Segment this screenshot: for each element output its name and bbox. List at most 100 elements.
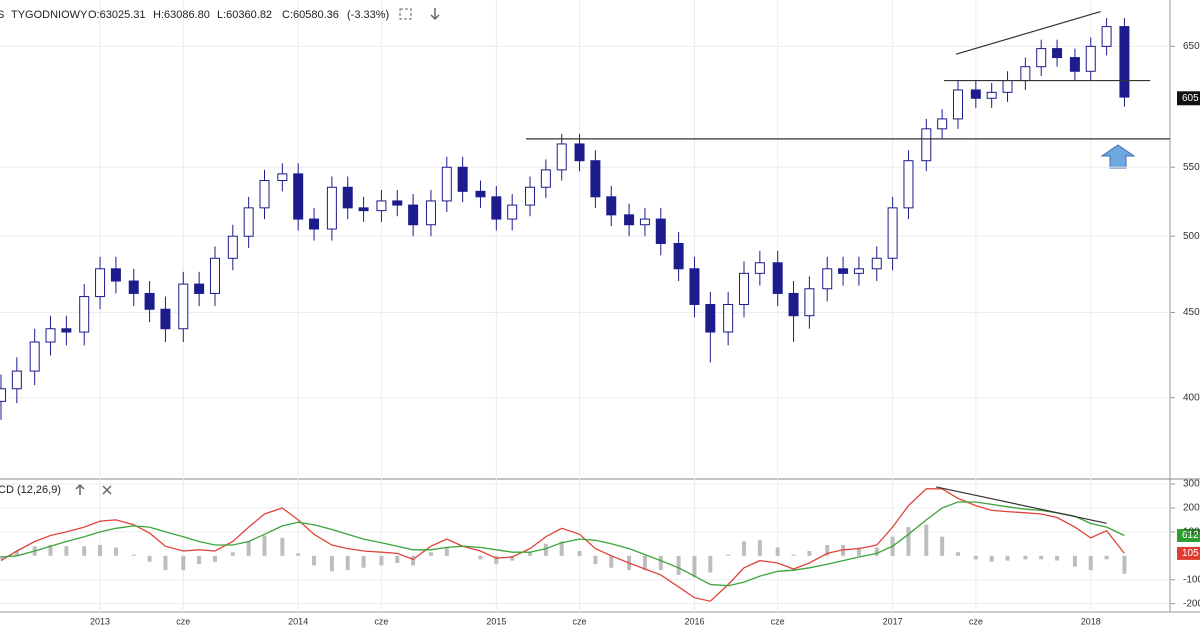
histogram-bar [1122, 555, 1127, 574]
histogram-bar [379, 555, 384, 566]
candle-body [110, 268, 121, 282]
candle-body [590, 160, 601, 198]
histogram-bar [163, 555, 168, 571]
candle-body [128, 280, 139, 294]
close-icon[interactable] [102, 485, 112, 495]
candle-body [441, 166, 452, 202]
candle-body [408, 204, 419, 226]
histogram-bar [510, 555, 515, 561]
histogram-bar [692, 555, 697, 578]
histogram-bar [708, 555, 713, 573]
histogram-bar [48, 545, 53, 556]
histogram-bar [395, 555, 400, 563]
candle-body [689, 268, 700, 305]
candle-body [144, 292, 155, 310]
candle-body [425, 200, 436, 226]
candle-body [45, 328, 56, 343]
candle-body [822, 268, 833, 290]
candle-body [1052, 48, 1063, 59]
histogram-bar [577, 551, 582, 556]
candle-body [95, 268, 106, 298]
histogram-bar [791, 554, 796, 556]
histogram-bar [361, 555, 366, 568]
histogram-bar [742, 541, 747, 556]
candle-body [491, 196, 502, 220]
candle-body [655, 218, 666, 245]
candle-body [921, 128, 932, 162]
price-tag-label: 605 [1182, 93, 1199, 104]
histogram-bar [874, 547, 879, 556]
candle-body [871, 257, 882, 270]
marks [0, 11, 1200, 602]
y-tick-label: 100 [1183, 527, 1200, 538]
candle-body [903, 160, 914, 209]
histogram-bar [973, 555, 978, 560]
value-tag-box [1177, 546, 1200, 560]
histogram-bar [955, 552, 960, 556]
histogram-bar [528, 552, 533, 556]
candle-body [376, 200, 387, 212]
histogram-bar [312, 555, 317, 566]
histogram-bar [1104, 555, 1109, 560]
candle-body [574, 143, 585, 162]
histogram-bar [197, 555, 202, 565]
histogram-bar [642, 555, 647, 571]
histogram-bar [1055, 555, 1060, 561]
candle-body [705, 303, 716, 333]
y-tick-label: -100 [1183, 574, 1200, 585]
candle-body [507, 204, 518, 220]
move-up-icon[interactable] [75, 483, 85, 495]
trend-line [955, 11, 1101, 55]
candle-body [79, 296, 90, 333]
candle-body [243, 207, 254, 237]
histogram-bar [14, 551, 19, 556]
histogram-bar [807, 551, 812, 556]
candle-body [11, 370, 22, 390]
candle-body [1069, 57, 1080, 72]
histogram-bar [212, 555, 217, 562]
candle-body [772, 262, 783, 294]
histogram-bar [280, 537, 285, 556]
histogram-bar [98, 545, 103, 556]
candle-body [29, 341, 40, 372]
header-text: O:63025.31 [88, 9, 146, 21]
y-tick-label: 550 [1183, 162, 1200, 173]
histogram-bar [559, 541, 564, 556]
candle-body [887, 207, 898, 259]
y-tick-label: -200 [1183, 598, 1200, 609]
candle-body [624, 214, 635, 226]
candle-body [1036, 48, 1047, 68]
x-tick-label: cze [969, 616, 983, 626]
y-tick-label: 200 [1183, 503, 1200, 514]
histogram-bar [775, 547, 780, 556]
histogram-bar [726, 554, 731, 556]
collapse-icon[interactable] [430, 8, 440, 21]
candle-body [754, 262, 765, 274]
candle-body [739, 272, 750, 305]
indicator-line [0, 488, 1125, 602]
candle-body [540, 169, 551, 188]
x-tick-label: cze [374, 616, 388, 626]
candle-body [61, 328, 72, 333]
candle-body [1002, 80, 1013, 93]
candle-body [326, 186, 337, 230]
candle-body [1085, 45, 1096, 72]
x-tick-label: 2017 [883, 616, 903, 626]
candle-body [952, 89, 963, 120]
histogram-bar [940, 536, 945, 556]
candle-body [556, 143, 567, 171]
histogram-bar [296, 553, 301, 556]
histogram-bar [906, 527, 911, 556]
histogram-bar [924, 524, 929, 556]
fullscreen-icon[interactable] [399, 8, 412, 20]
histogram-bar [609, 555, 614, 568]
candle-body [475, 190, 486, 198]
candle-body [937, 118, 948, 130]
candle-body [293, 173, 304, 220]
histogram-bar [428, 552, 433, 556]
candle-body [358, 207, 369, 212]
y-tick-label: 400 [1183, 392, 1200, 403]
